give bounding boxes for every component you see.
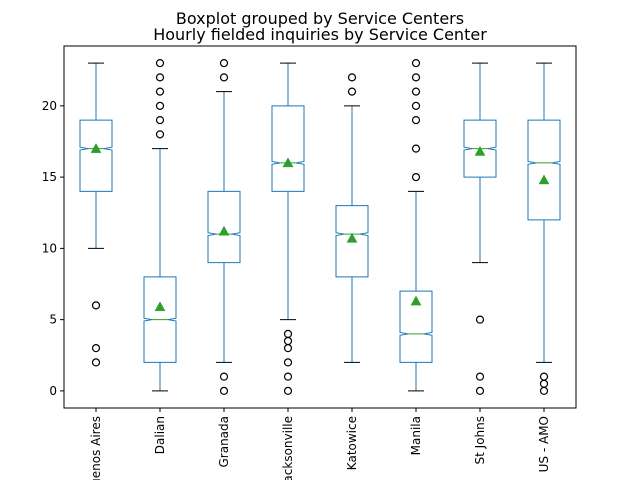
outlier-point [475,315,485,324]
outlier-point [155,87,165,96]
box-body [335,205,369,278]
outlier-point [283,358,293,367]
outlier-point [539,386,549,395]
outlier-point [283,329,293,338]
outlier-point [91,358,101,367]
outlier-point [411,87,421,96]
outlier-point [155,101,165,110]
box-group [335,73,369,363]
y-tick-label: 10 [42,241,57,255]
box-group [399,59,433,392]
outlier-point [539,379,549,388]
box-body [271,105,305,192]
x-tick-label: Katowice [345,416,359,470]
y-tick-label: 5 [49,313,57,327]
outlier-point [411,116,421,125]
y-axis: 0 5 10 15 20 [42,99,64,398]
x-tick-label: US - AMO [537,416,551,472]
y-tick-label: 0 [49,384,57,398]
x-tick-label: Buenos Aires [89,416,103,480]
outlier-point [347,87,357,96]
outlier-point [411,73,421,82]
mean-marker [538,174,550,185]
box-group [271,62,305,395]
outlier-point [411,59,421,68]
outlier-point [539,372,549,381]
outlier-point [91,344,101,353]
box-group [79,62,113,367]
mean-marker [218,225,230,236]
plot-area [79,59,561,395]
chart-title: Hourly fielded inquiries by Service Cent… [153,25,487,44]
mean-marker [154,301,166,312]
outlier-point [283,386,293,395]
box-body [143,276,177,363]
box-group [143,59,177,392]
outlier-point [155,130,165,139]
chart-suptitle: Boxplot grouped by Service Centers [176,9,464,28]
x-tick-label: Jacksonville [281,416,295,480]
mean-marker [90,143,102,153]
plot-frame [63,45,577,409]
box-group [463,62,497,395]
outlier-point [347,73,357,82]
mean-marker [474,145,486,156]
y-tick-label: 20 [42,99,57,113]
outlier-point [219,59,229,68]
box-group [527,62,561,395]
mean-marker [346,232,358,243]
outlier-point [283,372,293,381]
box-body [79,119,113,192]
x-axis: Buenos Aires Dalian Granada Jacksonville Kat… [89,408,551,480]
mean-marker [410,295,422,306]
outlier-point [219,73,229,82]
box-body [463,119,497,178]
outlier-point [411,173,421,182]
outlier-point [155,116,165,125]
x-tick-label: St Johns [473,416,487,464]
outlier-point [219,386,229,395]
outlier-point [411,144,421,153]
box-body [207,190,241,264]
box-body [527,119,561,221]
x-tick-label: Manila [409,416,423,455]
box-group [207,59,241,395]
box-body [399,290,433,363]
outlier-point [475,372,485,381]
outlier-point [219,372,229,381]
outlier-point [283,336,293,346]
x-tick-label: Dalian [153,416,167,454]
outlier-point [91,301,101,310]
mean-marker [282,157,294,168]
x-tick-label: Granada [217,416,231,468]
outlier-point [155,59,165,68]
outlier-point [475,386,485,395]
outlier-point [283,344,293,353]
outlier-point [155,73,165,82]
y-tick-label: 15 [42,170,57,184]
outlier-point [411,101,421,110]
